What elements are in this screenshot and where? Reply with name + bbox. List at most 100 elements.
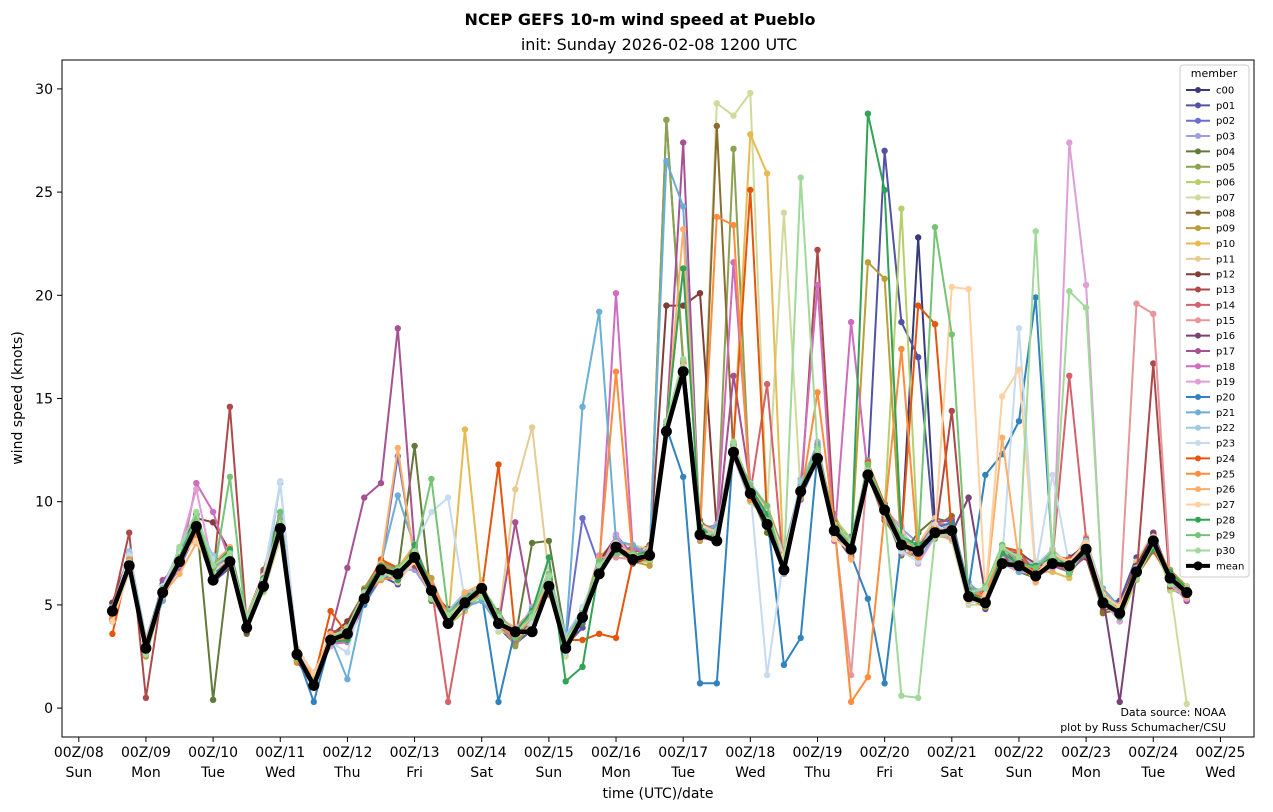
data-point-p20 — [982, 471, 989, 479]
legend-label-c00: c00 — [1216, 86, 1234, 97]
series-p20 — [109, 294, 1191, 706]
data-point-mean — [140, 642, 152, 654]
x-tick-day: Sat — [470, 765, 493, 781]
data-point-mean — [1063, 560, 1075, 572]
x-tick-day: Wed — [265, 765, 296, 781]
legend-marker-p21 — [1195, 409, 1201, 416]
legend-item-p06: p06 — [1186, 178, 1235, 189]
data-point-mean — [660, 426, 672, 437]
legend-item-p29: p29 — [1186, 531, 1235, 542]
data-point-p01 — [898, 318, 905, 326]
data-point-p21 — [394, 492, 401, 499]
legend-label-p25: p25 — [1216, 469, 1235, 480]
legend-marker-p16 — [1195, 332, 1201, 339]
series-mean — [106, 366, 1193, 691]
data-point-p20 — [495, 698, 502, 706]
legend-item-p22: p22 — [1186, 423, 1235, 434]
data-point-mean — [845, 543, 857, 555]
data-point-p23 — [444, 494, 452, 501]
data-point-p30 — [915, 694, 922, 701]
data-point-mean — [476, 582, 488, 594]
data-point-p30 — [999, 543, 1006, 551]
legend-marker-p26 — [1195, 486, 1201, 493]
legend-label-p07: p07 — [1216, 193, 1235, 204]
data-point-p26 — [394, 444, 401, 452]
data-point-mean — [795, 485, 807, 497]
legend-item-p05: p05 — [1186, 162, 1235, 173]
x-axis-label: time (UTC)/date — [602, 786, 713, 802]
data-point-p19 — [193, 486, 200, 493]
legend-item-p09: p09 — [1186, 224, 1235, 235]
data-point-p23 — [344, 649, 351, 656]
x-tick-date: 00Z/23 — [1061, 745, 1111, 761]
data-point-mean — [577, 611, 588, 623]
data-point-p29 — [948, 331, 955, 338]
data-point-p30 — [898, 692, 905, 699]
data-point-p29 — [931, 224, 939, 231]
legend-item-p14: p14 — [1186, 300, 1235, 311]
data-point-p18 — [612, 290, 620, 297]
data-point-mean — [879, 504, 891, 516]
data-point-mean — [946, 525, 958, 537]
chart-title: NCEP GEFS 10-m wind speed at Pueblo — [465, 10, 816, 29]
data-point-p15 — [1133, 300, 1140, 307]
data-point-p29 — [428, 475, 435, 483]
series-line-p30 — [111, 176, 1188, 699]
data-point-mean — [812, 452, 823, 464]
data-point-mean — [509, 626, 521, 638]
data-point-p24 — [596, 630, 603, 637]
data-point-p29 — [1032, 564, 1039, 571]
series-line-p18 — [111, 261, 1188, 674]
legend-marker-p14 — [1195, 301, 1201, 308]
data-point-p20 — [696, 680, 704, 687]
legend-marker-p07 — [1195, 194, 1201, 201]
x-tick-day: Tue — [1140, 765, 1165, 781]
data-point-p25 — [713, 213, 720, 221]
data-point-p28 — [864, 110, 872, 117]
series-p19 — [109, 139, 1191, 679]
legend-marker-p03 — [1195, 133, 1201, 140]
data-point-p30 — [814, 446, 821, 454]
chart-subtitle: init: Sunday 2026-02-08 1200 UTC — [521, 35, 797, 54]
data-point-p16 — [965, 494, 972, 501]
data-point-mean — [1164, 572, 1176, 584]
data-point-p02 — [579, 515, 586, 522]
x-tick-date: 00Z/08 — [54, 745, 104, 761]
legend-item-mean: mean — [1186, 561, 1244, 572]
legend-marker-p08 — [1195, 209, 1201, 216]
series-p02 — [109, 368, 1191, 681]
legend-label-p22: p22 — [1216, 423, 1235, 434]
data-point-p27 — [948, 283, 955, 291]
x-tick-day: Fri — [406, 765, 423, 781]
legend-marker-mean — [1193, 561, 1203, 571]
data-point-mean — [677, 366, 689, 378]
legend-marker-p28 — [1195, 516, 1201, 523]
data-point-mean — [761, 518, 773, 530]
data-point-p24 — [579, 636, 586, 644]
data-point-p28 — [579, 663, 586, 670]
legend-item-p04: p04 — [1186, 147, 1235, 158]
legend-label-p21: p21 — [1216, 408, 1235, 419]
x-tick-date: 00Z/24 — [1128, 745, 1178, 761]
data-point-mean — [442, 618, 454, 629]
data-point-p20 — [1015, 418, 1023, 425]
y-tick-label: 0 — [44, 701, 53, 717]
legend-marker-p25 — [1195, 470, 1201, 477]
data-point-p17 — [394, 325, 401, 332]
data-point-p14 — [1066, 372, 1073, 379]
legend-label-p09: p09 — [1216, 224, 1235, 235]
data-point-mean — [106, 605, 118, 617]
legend-marker-p27 — [1195, 501, 1201, 508]
data-point-p04 — [411, 442, 418, 450]
series-p22 — [109, 358, 1191, 681]
data-point-p23 — [1049, 471, 1056, 479]
legend-item-p12: p12 — [1186, 270, 1235, 281]
legend: member c00 p01 p02 p03 p04 p05 p06 p07 p08 p09 p10… — [1179, 64, 1250, 578]
x-tick-day: Sun — [65, 765, 92, 781]
data-point-mean — [409, 551, 421, 563]
series-line-p09 — [111, 261, 1188, 677]
series-line-p12 — [111, 292, 1188, 687]
data-point-p20 — [780, 661, 788, 668]
data-point-p30 — [1082, 304, 1090, 311]
